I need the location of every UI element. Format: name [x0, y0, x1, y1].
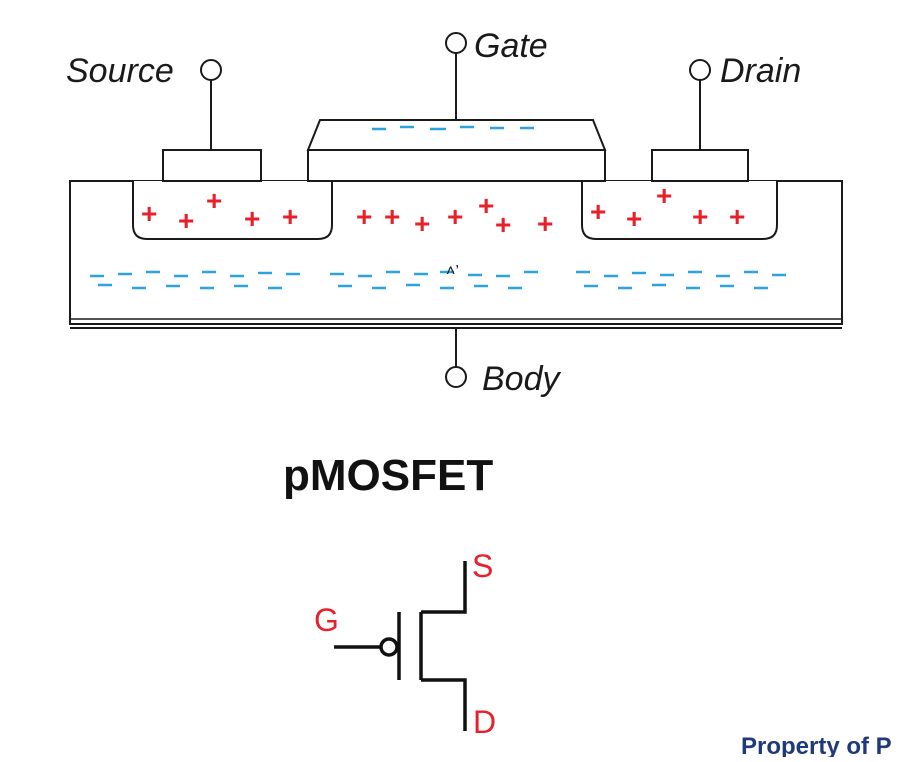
- symbol-source-label: S: [472, 548, 493, 584]
- footer-property-text: Property of P: [741, 733, 892, 757]
- symbol-drain-label: D: [473, 704, 496, 740]
- positive-charge: +: [495, 209, 511, 240]
- drain-contact: [651, 149, 749, 182]
- source-lead: [421, 561, 467, 614]
- negative-charges: [90, 125, 786, 290]
- stray-mark: ˄’: [446, 263, 459, 280]
- drain-label: Drain: [720, 52, 801, 90]
- gate-oxide: [307, 149, 606, 182]
- positive-charge: +: [244, 203, 260, 234]
- drain-terminal-node: [689, 59, 711, 81]
- positive-charge: +: [356, 201, 372, 232]
- positive-charge: +: [478, 190, 494, 221]
- positive-charge: +: [537, 208, 553, 239]
- positive-charge: +: [414, 208, 430, 239]
- drain-well: [581, 181, 778, 240]
- source-contact: [162, 149, 262, 182]
- positive-charge: +: [384, 201, 400, 232]
- body-terminal-node: [445, 366, 467, 388]
- gate-electrode: [306, 119, 607, 151]
- gate-terminal-node: [445, 32, 467, 54]
- source-terminal-node: [200, 59, 222, 81]
- drain-lead: [421, 678, 467, 731]
- positive-charge: +: [656, 180, 672, 211]
- positive-charge: +: [590, 196, 606, 227]
- source-label: Source: [66, 52, 174, 90]
- positive-charge: +: [626, 203, 642, 234]
- positive-charge: +: [178, 205, 194, 236]
- positive-charge: +: [206, 185, 222, 216]
- pmosfet-symbol: [334, 561, 467, 731]
- positive-charge: +: [447, 201, 463, 232]
- positive-charges: + + + + + + + + + + + + + + + + +: [141, 180, 745, 240]
- device-title: pMOSFET: [283, 451, 493, 500]
- positive-charge: +: [282, 201, 298, 232]
- terminal-leads: [200, 32, 711, 388]
- source-well: [132, 181, 333, 240]
- gate-label: Gate: [474, 27, 548, 65]
- positive-charge: +: [729, 201, 745, 232]
- positive-charge: +: [141, 198, 157, 229]
- positive-charge: +: [692, 201, 708, 232]
- body-label: Body: [482, 360, 561, 398]
- symbol-gate-label: G: [314, 602, 339, 638]
- gate-inversion-bubble: [379, 637, 399, 657]
